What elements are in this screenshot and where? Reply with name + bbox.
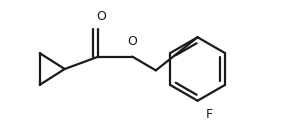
Text: O: O (128, 35, 138, 48)
Text: F: F (206, 108, 213, 121)
Text: O: O (96, 10, 106, 23)
